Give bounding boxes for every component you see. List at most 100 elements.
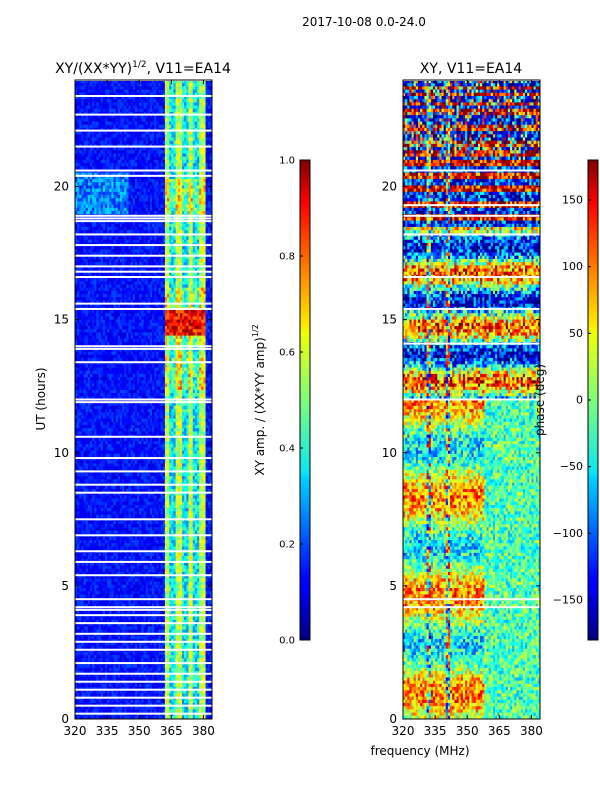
- amplitude-heatmap-cell: [160, 150, 164, 154]
- amplitude-heatmap-cell: [152, 316, 155, 321]
- amplitude-heatmap-cell: [184, 211, 187, 215]
- amplitude-heatmap-cell: [199, 319, 202, 324]
- amplitude-heatmap-cell: [149, 86, 153, 90]
- amplitude-heatmap-cell: [154, 300, 157, 305]
- amplitude-heatmap-cell: [83, 297, 87, 301]
- amplitude-heatmap-cell: [104, 297, 108, 301]
- amplitude-heatmap-cell: [190, 310, 194, 314]
- amplitude-heatmap-cell: [87, 105, 91, 110]
- amplitude-heatmap-cell: [130, 310, 134, 314]
- amplitude-heatmap-cell: [130, 255, 134, 260]
- amplitude-heatmap-cell: [147, 131, 151, 135]
- amplitude-heatmap-cell: [100, 226, 104, 231]
- amplitude-heatmap-cell: [152, 252, 155, 257]
- amplitude-heatmap-cell: [81, 322, 84, 327]
- amplitude-heatmap-cell: [124, 102, 127, 106]
- amplitude-heatmap-cell: [209, 108, 212, 113]
- amplitude-heatmap-cell: [203, 105, 206, 110]
- amplitude-heatmap-cell: [89, 230, 93, 234]
- amplitude-heatmap-cell: [126, 207, 129, 212]
- amplitude-heatmap-cell: [154, 268, 157, 273]
- amplitude-heatmap-cell: [119, 294, 123, 298]
- amplitude-heatmap-cell: [83, 313, 87, 317]
- amplitude-heatmap-cell: [119, 284, 123, 289]
- amplitude-heatmap-cell: [92, 207, 95, 212]
- amplitude-heatmap-cell: [113, 236, 117, 241]
- amplitude-heatmap-cell: [203, 303, 206, 308]
- amplitude-heatmap-cell: [167, 140, 170, 145]
- amplitude-heatmap-cell: [124, 185, 127, 190]
- amplitude-heatmap-cell: [162, 246, 166, 250]
- amplitude-heatmap-cell: [122, 172, 125, 177]
- amplitude-heatmap-cell: [75, 252, 78, 257]
- amplitude-heatmap-cell: [143, 255, 147, 260]
- amplitude-heatmap-cell: [205, 121, 209, 126]
- amplitude-heatmap-cell: [107, 278, 110, 282]
- amplitude-heatmap-cell: [164, 278, 168, 282]
- amplitude-heatmap-cell: [139, 223, 142, 228]
- amplitude-heatmap-cell: [109, 316, 112, 321]
- amplitude-heatmap-cell: [141, 99, 144, 103]
- amplitude-heatmap-cell: [199, 281, 202, 285]
- amplitude-heatmap-cell: [156, 201, 159, 205]
- amplitude-heatmap-cell: [109, 89, 112, 94]
- amplitude-heatmap-cell: [98, 207, 102, 212]
- amplitude-heatmap-cell: [162, 316, 166, 321]
- amplitude-heatmap-cell: [207, 191, 211, 196]
- amplitude-heatmap-cell: [171, 105, 174, 110]
- amplitude-heatmap-cell: [115, 258, 119, 263]
- amplitude-heatmap-cell: [113, 313, 117, 317]
- amplitude-heatmap-cell: [87, 140, 91, 145]
- amplitude-heatmap-cell: [207, 179, 211, 183]
- amplitude-heatmap-cell: [107, 284, 110, 289]
- amplitude-heatmap-cell: [199, 175, 202, 180]
- amplitude-heatmap-cell: [207, 300, 211, 305]
- amplitude-heatmap-cell: [149, 191, 153, 196]
- amplitude-heatmap-cell: [175, 204, 179, 209]
- amplitude-heatmap-cell: [113, 182, 117, 186]
- amplitude-heatmap-cell: [160, 163, 164, 167]
- amplitude-heatmap-cell: [141, 303, 144, 308]
- amplitude-heatmap-cell: [171, 153, 174, 158]
- amplitude-heatmap-cell: [89, 287, 93, 292]
- amplitude-heatmap-cell: [77, 83, 80, 87]
- amplitude-heatmap-cell: [203, 255, 206, 260]
- amplitude-heatmap-cell: [141, 140, 144, 145]
- amplitude-heatmap-cell: [203, 134, 206, 138]
- amplitude-heatmap-cell: [199, 86, 202, 90]
- amplitude-heatmap-cell: [122, 80, 125, 84]
- amplitude-heatmap-cell: [117, 198, 121, 202]
- amplitude-heatmap-cell: [137, 220, 140, 225]
- amplitude-heatmap-cell: [154, 108, 157, 113]
- amplitude-heatmap-cell: [134, 182, 138, 186]
- amplitude-heatmap-cell: [156, 226, 159, 231]
- amplitude-heatmap-cell: [83, 137, 87, 142]
- amplitude-heatmap-cell: [145, 182, 149, 186]
- amplitude-heatmap-cell: [194, 201, 198, 205]
- amplitude-heatmap-cell: [96, 86, 99, 90]
- amplitude-heatmap-cell: [194, 313, 198, 317]
- amplitude-heatmap-cell: [192, 95, 196, 100]
- amplitude-heatmap-cell: [122, 153, 125, 158]
- amplitude-heatmap-cell: [149, 300, 153, 305]
- amplitude-heatmap-cell: [143, 105, 147, 110]
- amplitude-heatmap-cell: [75, 191, 78, 196]
- amplitude-heatmap-cell: [124, 281, 127, 285]
- amplitude-heatmap-cell: [143, 92, 147, 97]
- amplitude-heatmap-cell: [192, 185, 196, 190]
- amplitude-heatmap-cell: [92, 140, 95, 145]
- amplitude-heatmap-cell: [145, 281, 149, 285]
- amplitude-heatmap-cell: [75, 303, 78, 308]
- amplitude-heatmap-cell: [209, 124, 212, 129]
- amplitude-heatmap-cell: [96, 303, 99, 308]
- amplitude-heatmap-cell: [134, 163, 138, 167]
- amplitude-heatmap-cell: [134, 159, 138, 164]
- amplitude-heatmap-cell: [167, 89, 170, 94]
- amplitude-heatmap-cell: [147, 319, 151, 324]
- amplitude-heatmap-cell: [186, 124, 189, 129]
- amplitude-heatmap-cell: [167, 172, 170, 177]
- amplitude-heatmap-cell: [137, 182, 140, 186]
- amplitude-heatmap-cell: [128, 188, 132, 193]
- amplitude-heatmap-cell: [209, 268, 212, 273]
- amplitude-heatmap-cell: [132, 105, 136, 110]
